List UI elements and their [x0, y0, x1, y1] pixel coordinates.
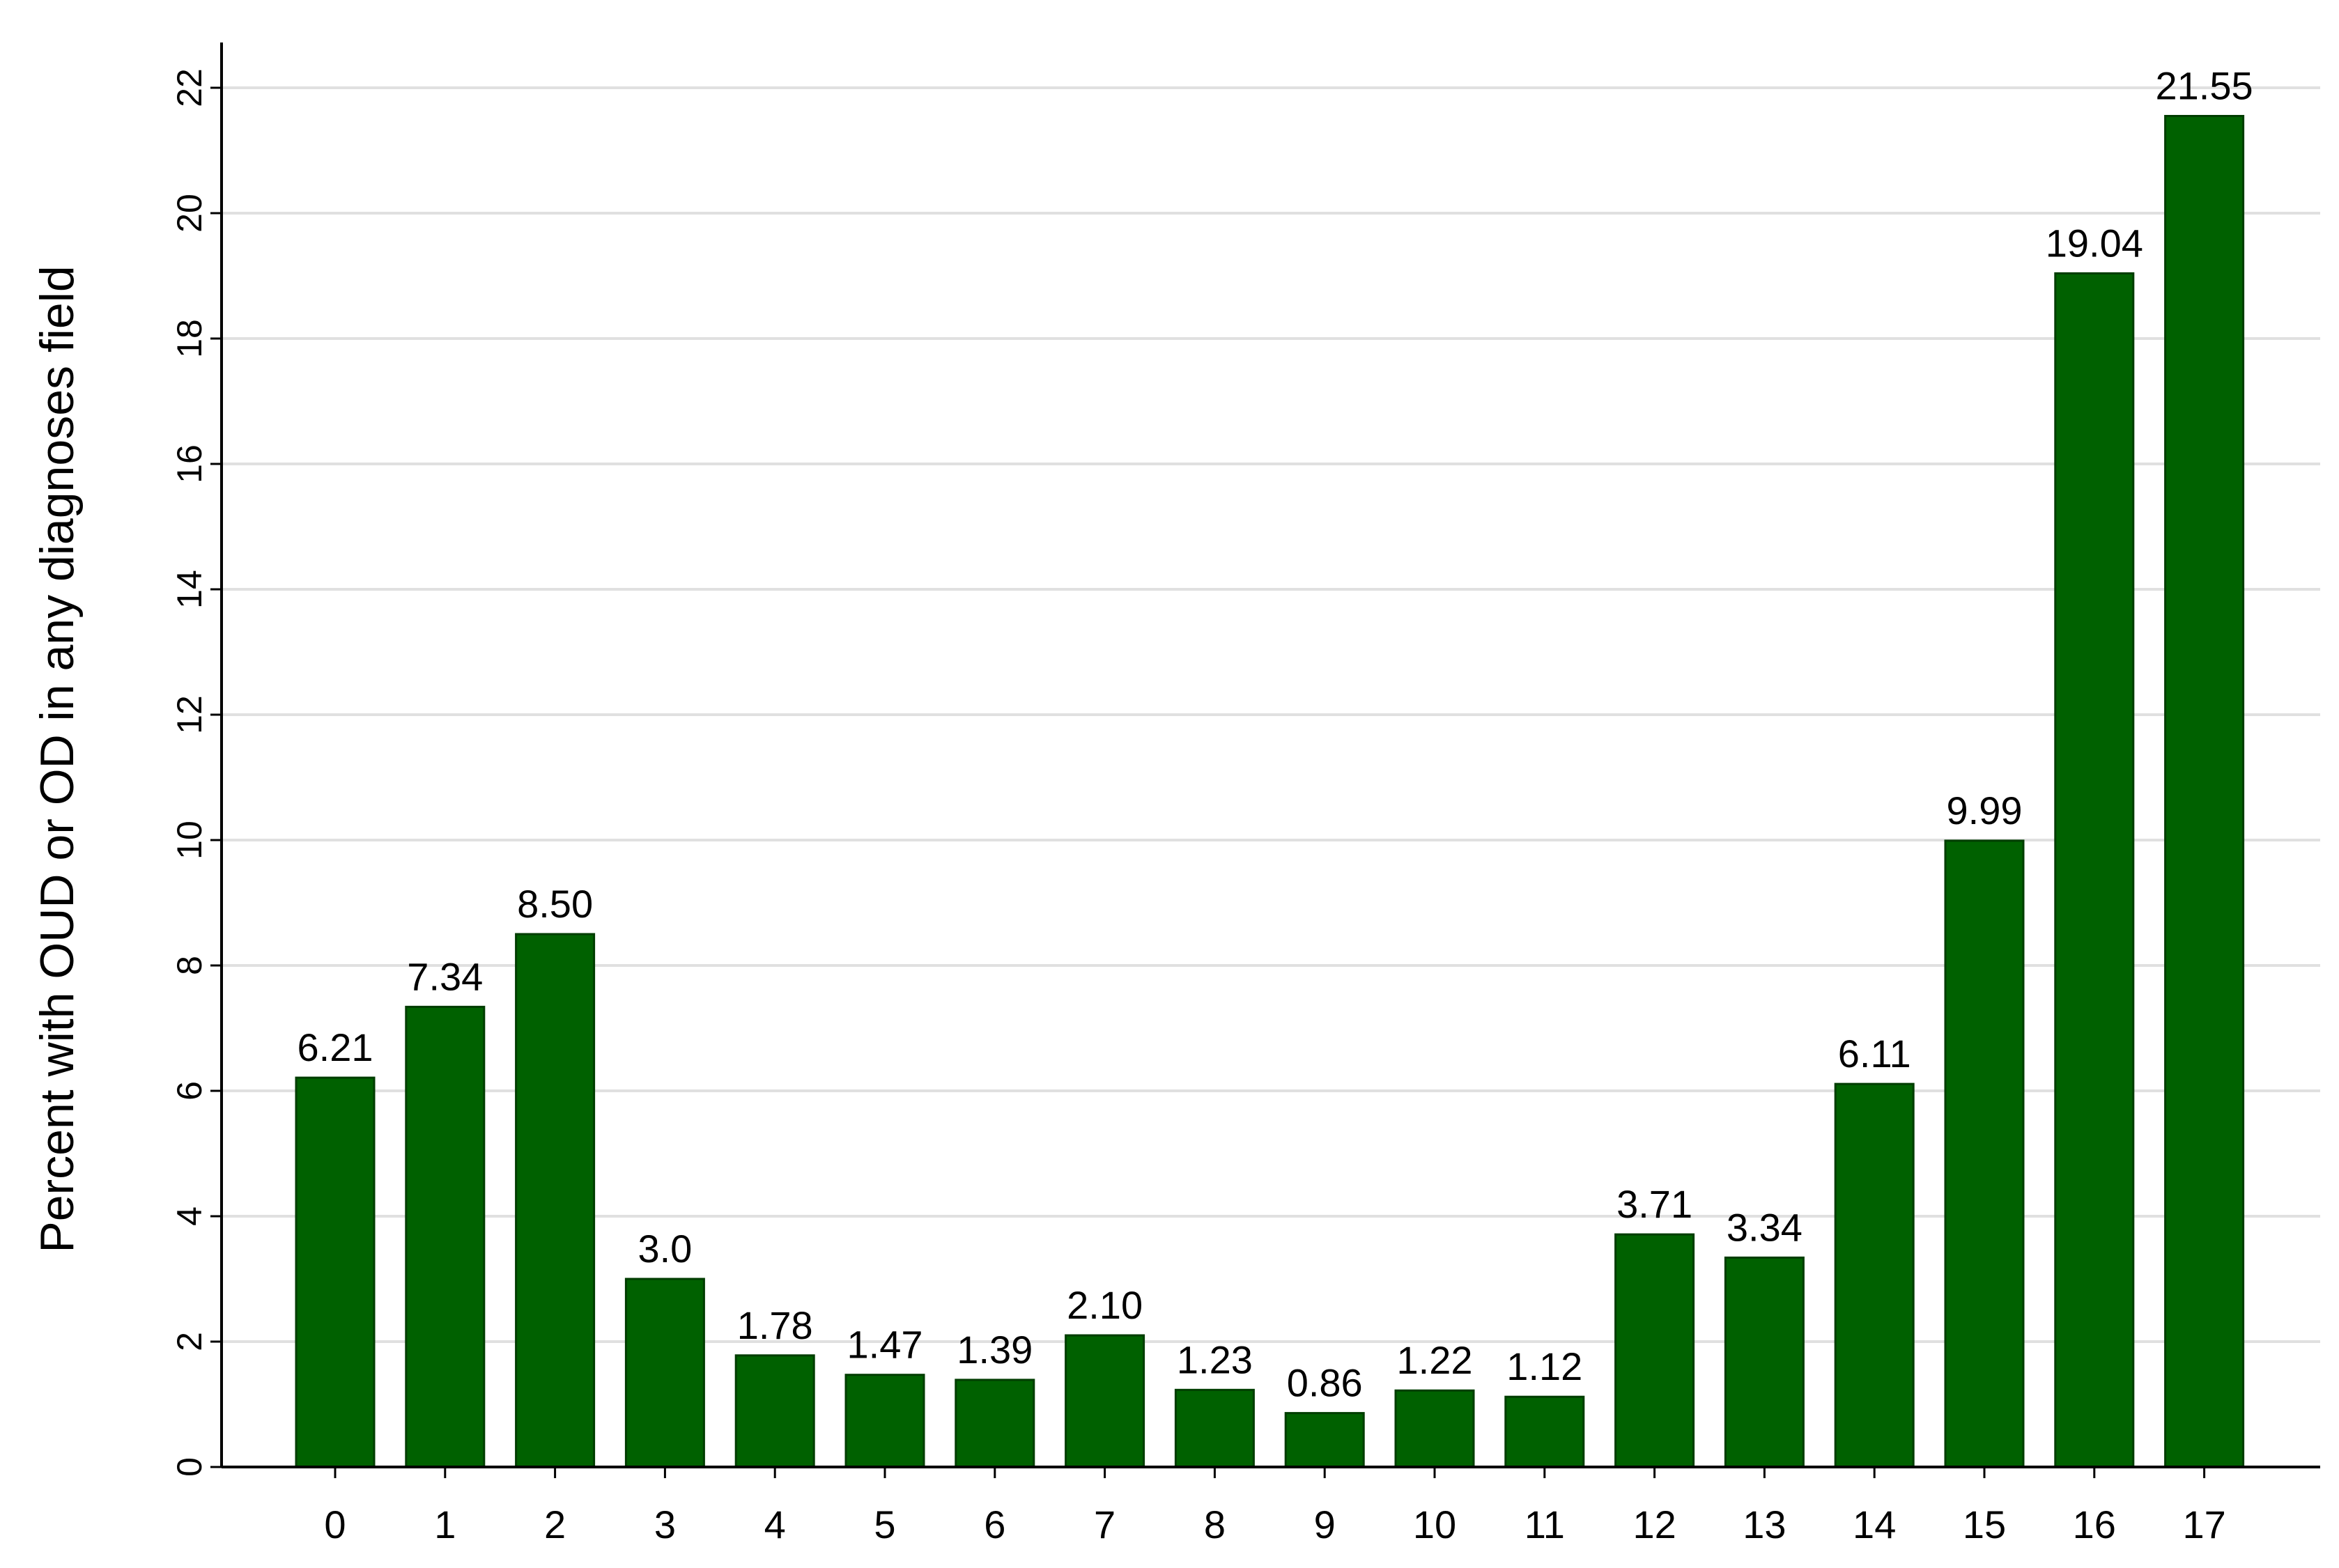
bar-value-label: 19.04 — [2046, 221, 2143, 265]
bars — [295, 115, 2245, 1468]
x-tick-label: 14 — [1853, 1503, 1896, 1546]
x-tick-label: 16 — [2073, 1503, 2116, 1546]
x-tick-label: 2 — [544, 1503, 566, 1546]
x-tick-label: 10 — [1413, 1503, 1456, 1546]
x-tick-label: 7 — [1094, 1503, 1116, 1546]
bar-value-label: 3.0 — [638, 1227, 692, 1271]
bar-value-label: 1.47 — [847, 1323, 923, 1367]
bar-value-label: 7.34 — [407, 954, 483, 998]
bar — [1394, 1389, 1475, 1468]
bar-value-label: 1.78 — [737, 1303, 813, 1347]
bar — [844, 1374, 925, 1468]
bar-value-label: 8.50 — [517, 882, 593, 926]
bar — [1724, 1256, 1805, 1468]
x-tick-label: 6 — [984, 1503, 1005, 1546]
bar — [1834, 1082, 1915, 1468]
bar — [1174, 1388, 1255, 1468]
bar — [1284, 1412, 1365, 1468]
bar-value-label: 6.11 — [1838, 1032, 1911, 1076]
bar-value-label: 1.22 — [1397, 1338, 1473, 1382]
bar — [1944, 839, 2025, 1468]
bar — [2164, 115, 2245, 1468]
x-tick-label: 0 — [324, 1503, 346, 1546]
bar-value-label: 3.71 — [1616, 1182, 1692, 1226]
y-axis-label: Percent with OUD or OD in any diagnoses … — [31, 265, 84, 1253]
x-tick-label: 15 — [1963, 1503, 2006, 1546]
bar-value-label: 9.99 — [1947, 789, 2023, 832]
bar — [1065, 1334, 1145, 1468]
bar — [295, 1076, 376, 1468]
bar-value-label: 2.10 — [1067, 1283, 1143, 1327]
y-tick-label: 16 — [170, 444, 209, 483]
y-tick-label: 20 — [170, 194, 209, 233]
labels: 0 2 4 6 8 10 12 14 16 18 20 22 6.21 0 7.34 1 8.50 2 3.0 3 1.… — [170, 64, 2253, 1547]
bar-value-label: 21.55 — [2156, 64, 2253, 108]
y-tick-label: 10 — [170, 821, 209, 860]
x-tick-label: 1 — [434, 1503, 456, 1546]
y-tick-label: 4 — [170, 1206, 209, 1226]
bar-value-label: 1.23 — [1177, 1337, 1253, 1381]
bar-value-label: 3.34 — [1727, 1205, 1803, 1249]
bar-value-label: 1.12 — [1506, 1344, 1582, 1388]
y-tick-label: 12 — [170, 695, 209, 734]
bar — [1614, 1233, 1695, 1468]
y-tick-label: 22 — [170, 68, 209, 107]
bar — [734, 1354, 815, 1468]
x-tick-label: 11 — [1524, 1503, 1565, 1546]
bar — [2054, 272, 2135, 1468]
bar-value-label: 1.39 — [957, 1328, 1033, 1372]
y-tick-label: 14 — [170, 570, 209, 609]
x-tick-label: 5 — [874, 1503, 895, 1546]
bar-value-label: 6.21 — [298, 1025, 373, 1069]
x-tick-label: 17 — [2182, 1503, 2225, 1546]
bar — [624, 1278, 705, 1468]
bar — [1504, 1395, 1585, 1468]
x-tick-label: 3 — [654, 1503, 676, 1546]
y-tick-label: 6 — [170, 1081, 209, 1101]
x-tick-label: 8 — [1204, 1503, 1226, 1546]
bar — [405, 1005, 486, 1468]
bar — [515, 933, 596, 1468]
y-tick-label: 18 — [170, 319, 209, 358]
x-tick-label: 13 — [1743, 1503, 1786, 1546]
x-tick-label: 4 — [764, 1503, 786, 1546]
x-tick-label: 9 — [1314, 1503, 1336, 1546]
bar-value-label: 0.86 — [1287, 1361, 1363, 1405]
bar — [955, 1379, 1035, 1468]
x-tick-label: 12 — [1632, 1503, 1676, 1546]
y-tick-label: 2 — [170, 1332, 209, 1351]
y-tick-label: 0 — [170, 1457, 209, 1477]
y-tick-label: 8 — [170, 956, 209, 975]
axes — [210, 42, 2320, 1478]
